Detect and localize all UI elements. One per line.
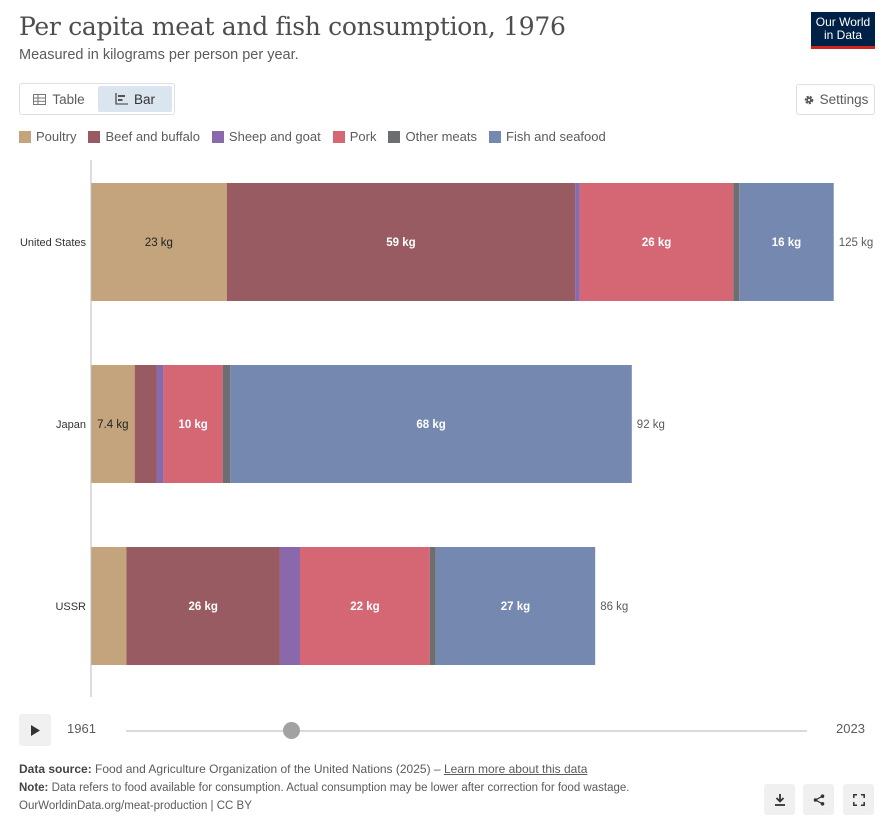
stacked-bar-chart: United States 23 kg 59 kg 26 kg 16 kg 125 kg J… [20,160,874,697]
data-label: 68 kg [416,419,445,431]
legend-item-poultry[interactable]: Poultry [19,129,76,144]
legend-item-other-meats[interactable]: Other meats [388,129,477,144]
share-icon [813,793,824,806]
data-label: 26 kg [642,237,671,249]
bar-segment [126,547,280,665]
legend-label: Poultry [36,129,77,144]
data-label: 59 kg [386,237,415,249]
data-label: 10 kg [178,419,207,431]
legend-label: Sheep and goat [228,129,321,144]
data-label: 27 kg [501,601,530,613]
legend-item-fish[interactable]: Fish and seafood [489,129,606,144]
bar-segment [300,547,430,665]
download-button[interactable] [764,784,795,815]
bar-segment [226,183,576,301]
bar-segment [279,547,301,665]
legend-swatch [388,130,401,143]
bar-segment [156,365,164,483]
bar-segment [739,183,834,301]
legend: Poultry Beef and buffalo Sheep and goat … [19,129,606,144]
data-label: 16 kg [772,237,801,249]
bar-segment [222,365,231,483]
legend-swatch [332,130,345,143]
total-label: 86 kg [600,601,628,613]
bar-segment [91,365,135,483]
legend-label: Pork [349,129,377,144]
bar-segment [575,183,580,301]
owid-logo[interactable]: Our World in Data [811,12,875,49]
bar-segment [435,547,596,665]
total-label: 92 kg [637,419,665,431]
bar-segment [91,183,227,301]
fullscreen-button[interactable] [843,784,874,815]
tab-table-label: Table [52,91,85,107]
gear-icon [804,95,813,104]
bar-segment [91,547,127,665]
note-line: Note: Data refers to food available for … [19,782,629,794]
category-label: USSR [55,601,86,613]
chart-title: Per capita meat and fish consumption, 19… [19,12,566,41]
bar-segment [429,547,436,665]
legend-swatch [88,130,101,143]
bar-segment [579,183,734,301]
timeline-start-year: 1961 [67,721,96,736]
fullscreen-icon [852,793,865,806]
play-button[interactable] [19,714,51,746]
legend-label: Fish and seafood [506,129,606,144]
timeline-track[interactable] [126,730,807,732]
source-label: Data source: [19,762,92,776]
bar-segment [134,365,157,483]
note-text: Data refers to food available for consum… [51,782,630,794]
logo-line-2: in Data [823,28,863,42]
data-label: 23 kg [145,237,173,249]
category-label: United States [20,237,87,249]
legend-item-sheep[interactable]: Sheep and goat [211,129,321,144]
legend-label: Other meats [405,129,477,144]
logo-line-1: Our World [815,15,871,29]
data-label: 26 kg [188,601,217,613]
legend-swatch [489,130,501,143]
tab-table[interactable]: Table [22,86,96,112]
url-line: OurWorldinData.org/meat-production | CC … [19,800,252,812]
bar-chart-icon [115,93,128,105]
table-icon [33,93,47,105]
legend-item-pork[interactable]: Pork [332,129,377,144]
tab-bar[interactable]: Bar [98,86,172,112]
view-tabs: Table Bar [19,83,175,115]
source-text: Food and Agriculture Organization of the… [95,762,441,776]
bar-segment [163,365,223,483]
legend-swatch [211,130,224,143]
note-label: Note: [19,782,49,794]
data-source-line: Data source: Food and Agriculture Organi… [19,762,587,776]
learn-more-link[interactable]: Learn more about this data [443,762,588,776]
total-label: 125 kg [839,237,874,249]
settings-label: Settings [819,92,869,107]
bar-segment [230,365,632,483]
data-label: 7.4 kg [97,419,128,431]
chart-subtitle: Measured in kilograms per person per yea… [19,47,299,63]
bar-segment [733,183,740,301]
tab-bar-label: Bar [133,91,155,107]
download-icon [774,793,785,806]
legend-item-beef[interactable]: Beef and buffalo [88,129,200,144]
play-icon [31,724,40,736]
category-label: Japan [56,419,86,431]
data-label: 22 kg [350,601,379,613]
legend-label: Beef and buffalo [105,129,200,144]
legend-swatch [19,130,31,143]
timeline-handle[interactable] [282,722,300,739]
timeline-end-year: 2023 [836,721,865,736]
share-button[interactable] [803,784,834,815]
settings-button[interactable]: Settings [796,84,875,115]
